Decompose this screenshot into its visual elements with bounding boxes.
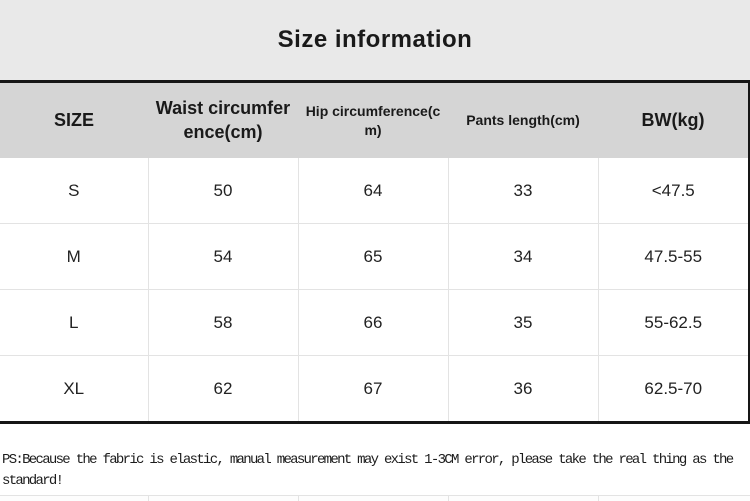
cell-hip: 64	[297, 158, 449, 224]
cell-bw: 62.5-70	[597, 355, 748, 421]
table-row-xl: XL 62 67 36 62.5-70	[0, 355, 748, 421]
measurement-note: PS:Because the fabric is elastic, manual…	[0, 424, 750, 492]
page-title: Size information	[277, 26, 473, 53]
cell-pants: 34	[447, 223, 599, 290]
cell-size: XL	[0, 355, 149, 421]
cell-hip: 67	[297, 355, 449, 421]
column-divider-stub	[148, 496, 149, 501]
cell-pants: 35	[447, 289, 599, 356]
cell-waist: 54	[147, 223, 299, 290]
table-row-m: M 54 65 34 47.5-55	[0, 223, 748, 290]
cell-pants: 36	[447, 355, 599, 421]
cell-size: L	[0, 289, 149, 356]
col-header-waist: Waist circumference(cm)	[148, 83, 298, 158]
size-table-wrap: SIZE Waist circumference(cm) Hip circumf…	[0, 80, 750, 424]
cell-waist: 62	[147, 355, 299, 421]
col-header-pants: Pants length(cm)	[448, 83, 598, 158]
cell-bw: 55-62.5	[597, 289, 748, 356]
table-row-l: L 58 66 35 55-62.5	[0, 289, 748, 356]
column-divider-stub	[598, 496, 599, 501]
cell-waist: 58	[147, 289, 299, 356]
size-table: SIZE Waist circumference(cm) Hip circumf…	[0, 83, 748, 421]
cell-pants: 33	[447, 158, 599, 224]
cell-hip: 66	[297, 289, 449, 356]
cell-size: S	[0, 158, 149, 224]
column-divider-stub	[298, 496, 299, 501]
table-row-s: S 50 64 33 <47.5	[0, 158, 748, 224]
header-row: SIZE Waist circumference(cm) Hip circumf…	[0, 83, 748, 158]
column-divider-stub	[448, 496, 449, 501]
title-band: Size information	[0, 0, 750, 80]
cell-bw: 47.5-55	[597, 223, 748, 290]
cell-hip: 65	[297, 223, 449, 290]
cell-size: M	[0, 223, 149, 290]
cropped-next-row-line	[0, 495, 750, 501]
col-header-bw: BW(kg)	[598, 83, 748, 158]
cell-waist: 50	[147, 158, 299, 224]
col-header-size: SIZE	[0, 83, 148, 158]
cell-bw: <47.5	[597, 158, 748, 224]
col-header-hip: Hip circumference(cm)	[298, 83, 448, 158]
